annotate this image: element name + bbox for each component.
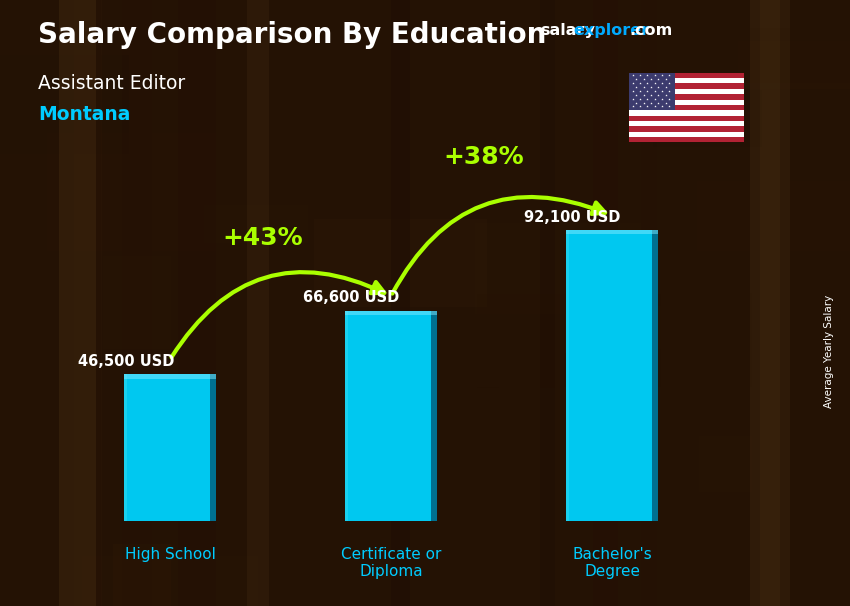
Bar <box>565 230 659 521</box>
Bar <box>391 0 410 606</box>
Bar <box>594 307 734 350</box>
Text: Assistant Editor: Assistant Editor <box>38 74 185 93</box>
Bar <box>565 230 659 235</box>
Bar <box>475 223 650 314</box>
Bar <box>0 55 129 154</box>
Bar <box>629 84 744 89</box>
Bar <box>278 301 352 342</box>
Bar <box>629 89 744 94</box>
Text: Montana: Montana <box>38 105 131 124</box>
Text: +38%: +38% <box>444 145 524 169</box>
Text: +43%: +43% <box>223 226 303 250</box>
Bar <box>615 94 679 165</box>
Bar <box>565 314 654 353</box>
Bar <box>751 0 780 606</box>
Bar <box>204 205 309 243</box>
Bar <box>629 73 675 110</box>
Bar <box>700 436 751 492</box>
Bar <box>47 133 216 251</box>
Text: 66,600 USD: 66,600 USD <box>303 290 400 305</box>
Bar <box>593 0 619 606</box>
Bar <box>654 90 762 147</box>
Text: Average Yearly Salary: Average Yearly Salary <box>824 295 834 408</box>
Bar <box>103 256 172 349</box>
Bar <box>738 41 850 88</box>
Text: Certificate or
Diploma: Certificate or Diploma <box>341 547 441 579</box>
Bar <box>629 121 744 126</box>
Text: 92,100 USD: 92,100 USD <box>524 210 620 224</box>
Bar <box>344 311 438 315</box>
Bar <box>60 0 101 606</box>
Bar <box>629 126 744 132</box>
Bar <box>113 544 171 606</box>
Bar <box>629 73 744 78</box>
Bar <box>123 374 127 521</box>
Bar <box>59 0 96 606</box>
Bar <box>737 28 850 82</box>
Bar <box>344 311 438 521</box>
Bar <box>478 294 661 388</box>
Bar <box>451 387 499 457</box>
Bar <box>344 311 348 521</box>
Bar <box>178 0 216 606</box>
Bar <box>629 94 744 99</box>
Bar <box>74 0 102 606</box>
Text: salary: salary <box>540 23 595 38</box>
Text: .com: .com <box>629 23 672 38</box>
Bar <box>629 137 744 142</box>
Bar <box>122 0 152 606</box>
Bar <box>629 132 744 137</box>
Bar <box>431 311 438 521</box>
Bar <box>314 219 487 307</box>
Bar <box>760 0 790 606</box>
Bar <box>82 556 258 606</box>
Text: High School: High School <box>125 547 215 562</box>
Bar <box>540 0 555 606</box>
Bar <box>565 230 570 521</box>
Bar <box>641 0 656 606</box>
Bar <box>696 181 850 251</box>
Bar <box>210 374 217 521</box>
Text: Bachelor's
Degree: Bachelor's Degree <box>572 547 652 579</box>
Bar <box>629 105 744 110</box>
Bar <box>629 99 744 105</box>
Bar <box>123 374 217 521</box>
Bar <box>123 374 217 379</box>
Bar <box>246 0 269 606</box>
Bar <box>564 293 752 387</box>
Text: explorer: explorer <box>574 23 650 38</box>
Bar <box>652 230 659 521</box>
Text: Salary Comparison By Education: Salary Comparison By Education <box>38 21 547 49</box>
Bar <box>629 116 744 121</box>
Bar <box>629 78 744 84</box>
Text: 46,500 USD: 46,500 USD <box>77 354 174 368</box>
Bar <box>629 110 744 116</box>
